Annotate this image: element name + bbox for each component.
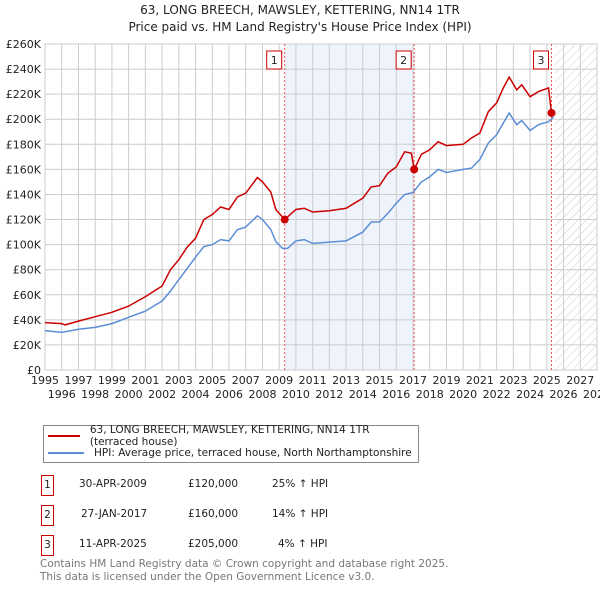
x-tick-label: 2010	[282, 388, 310, 401]
sale-row: 3 11-APR-2025 £205,000 4% ↑ HPI	[41, 535, 441, 556]
x-tick-label: 2019	[432, 374, 460, 387]
sale-point	[547, 108, 556, 117]
x-tick-label: 2014	[349, 388, 377, 401]
x-tick-label: 1996	[48, 388, 76, 401]
y-tick-label: £180K	[6, 138, 42, 151]
x-tick-label: 2012	[315, 388, 343, 401]
sale-price: £205,000	[188, 538, 239, 550]
sale-point	[410, 165, 419, 174]
y-tick-label: £260K	[6, 38, 42, 51]
x-tick-label: 2025	[533, 374, 561, 387]
property-price-line	[44, 75, 553, 326]
x-tick-label: 1995	[31, 374, 59, 387]
x-tick-label: 2001	[131, 374, 159, 387]
x-tick-label: 2004	[182, 388, 210, 401]
licence-text: This data is licensed under the Open Gov…	[40, 571, 375, 583]
sale-date: 27-JAN-2017	[81, 508, 148, 520]
x-tick-label: 2017	[399, 374, 427, 387]
x-tick-label: 2024	[516, 388, 544, 401]
y-tick-label: £0	[27, 364, 41, 377]
sale-hpi-diff: 25% ↑ HPI	[272, 478, 329, 490]
x-tick-label: 2002	[148, 388, 176, 401]
y-tick-label: £160K	[6, 163, 42, 176]
x-tick-label: 1997	[64, 374, 92, 387]
x-tick-label: 2013	[332, 374, 360, 387]
sale-number: 1	[41, 475, 54, 496]
x-tick-label: 2018	[416, 388, 444, 401]
chart-subtitle: Price paid vs. HM Land Registry's House …	[128, 20, 472, 34]
plot-frame	[44, 43, 598, 371]
y-tick-label: £100K	[6, 239, 42, 252]
x-tick-label: 2026	[550, 388, 578, 401]
sale-price: £120,000	[188, 478, 239, 490]
forecast-hatch	[555, 44, 597, 370]
sale-number: 3	[41, 535, 54, 556]
sale-label-box	[533, 50, 550, 70]
sale-number: 2	[41, 505, 54, 526]
x-tick-label: 2021	[466, 374, 494, 387]
sale-hpi-diff: 14% ↑ HPI	[272, 508, 329, 520]
x-tick-label: 2006	[215, 388, 243, 401]
x-tick-label: 1998	[81, 388, 109, 401]
y-tick-label: £240K	[6, 63, 42, 76]
sale-row: 2 27-JAN-2017 £160,000 14% ↑ HPI	[41, 505, 441, 526]
y-tick-label: £120K	[6, 214, 42, 227]
sale-row: 1 30-APR-2009 £120,000 25% ↑ HPI	[41, 475, 441, 496]
x-tick-label: 2016	[382, 388, 410, 401]
y-tick-label: £20K	[13, 339, 42, 352]
legend-swatch-hpi	[48, 452, 84, 454]
chart-title: 63, LONG BREECH, MAWSLEY, KETTERING, NN1…	[140, 3, 460, 17]
x-tick-label: 2028	[583, 388, 600, 401]
y-tick-label: £200K	[6, 113, 42, 126]
copyright-text: Contains HM Land Registry data © Crown c…	[40, 558, 449, 570]
x-tick-label: 2027	[566, 374, 594, 387]
x-tick-label: 2000	[115, 388, 143, 401]
legend-swatch-property	[48, 435, 80, 437]
y-tick-label: £40K	[13, 314, 42, 327]
y-tick-label: £80K	[13, 264, 42, 277]
sale-date: 11-APR-2025	[79, 538, 147, 550]
sale-price: £160,000	[188, 508, 239, 520]
sale-label: 1	[271, 54, 278, 67]
y-tick-label: £220K	[6, 88, 42, 101]
x-tick-label: 2020	[449, 388, 477, 401]
x-tick-label: 2003	[165, 374, 193, 387]
x-tick-label: 2015	[366, 374, 394, 387]
footer: Contains HM Land Registry data © Crown c…	[40, 558, 448, 584]
x-tick-label: 2011	[299, 374, 327, 387]
y-tick-label: £140K	[6, 188, 42, 201]
sale-label: 2	[400, 54, 407, 67]
legend-item-hpi: HPI: Average price, terraced house, Nort…	[44, 445, 412, 461]
price-chart: 1995199619971998199920002001200220032004…	[6, 38, 600, 401]
legend-label-property: 63, LONG BREECH, MAWSLEY, KETTERING, NN1…	[89, 424, 370, 448]
legend: 63, LONG BREECH, MAWSLEY, KETTERING, NN1…	[43, 424, 419, 463]
sale-point	[280, 215, 289, 224]
hpi-line	[44, 111, 555, 334]
x-tick-label: 1999	[98, 374, 126, 387]
x-tick-label: 2007	[232, 374, 260, 387]
sale-hpi-diff: 4% ↑ HPI	[278, 538, 328, 550]
y-tick-label: £60K	[13, 289, 42, 302]
sale-label-box	[266, 50, 283, 70]
legend-label-hpi: HPI: Average price, terraced house, Nort…	[94, 447, 412, 459]
x-tick-label: 2023	[499, 374, 527, 387]
sale-label-box	[395, 50, 412, 70]
sale-date: 30-APR-2009	[79, 478, 147, 490]
x-tick-label: 2005	[198, 374, 226, 387]
legend-item-property: 63, LONG BREECH, MAWSLEY, KETTERING, NN1…	[44, 424, 418, 448]
sale-label: 3	[538, 54, 545, 67]
x-tick-label: 2008	[248, 388, 276, 401]
x-tick-label: 2009	[265, 374, 293, 387]
x-tick-label: 2022	[483, 388, 511, 401]
